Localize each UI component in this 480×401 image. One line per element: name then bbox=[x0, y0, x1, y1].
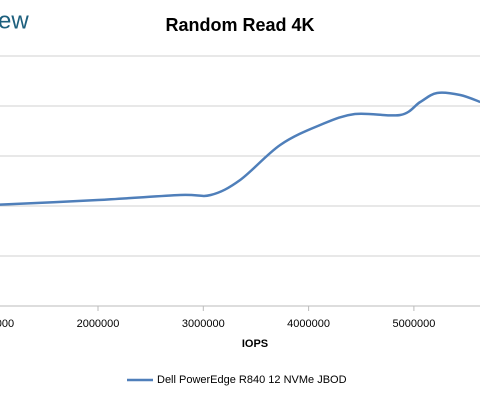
logo: ew bbox=[0, 7, 29, 34]
chart-title: Random Read 4K bbox=[165, 15, 314, 35]
x-tick-label: 5000000 bbox=[392, 318, 435, 330]
x-tick-label: 1000000 bbox=[0, 318, 14, 330]
data-line bbox=[0, 91, 480, 206]
legend-label: Dell PowerEdge R840 12 NVMe JBOD bbox=[157, 374, 347, 386]
x-tick-label: 3000000 bbox=[182, 318, 225, 330]
x-tick-label: 4000000 bbox=[287, 318, 330, 330]
x-tick-label: 2000000 bbox=[77, 318, 120, 330]
x-axis-label: IOPS bbox=[242, 338, 268, 350]
